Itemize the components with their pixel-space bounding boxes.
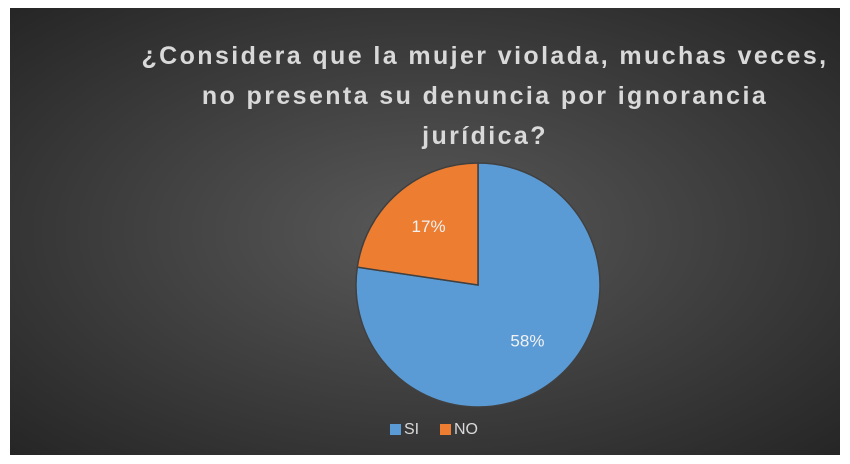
data-label: 17% [412,217,446,236]
legend-swatch [440,424,451,435]
data-label: 58% [510,332,544,351]
legend-swatch [390,424,401,435]
pie-slice [356,162,479,286]
legend-label: SI [404,421,419,438]
legend-label: NO [454,421,478,438]
chart-title: ¿Considera que la mujer violada, muchas … [141,42,829,150]
